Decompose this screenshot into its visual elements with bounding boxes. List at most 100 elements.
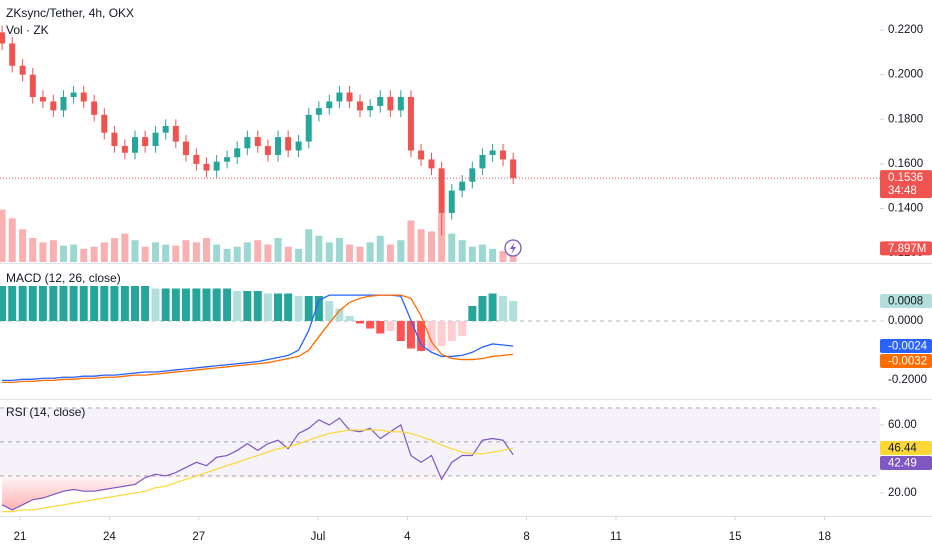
volume-bar: [284, 246, 292, 262]
histogram-bar: [458, 321, 467, 336]
histogram-bar: [90, 286, 99, 321]
histogram-bar: [345, 316, 354, 321]
candle-body: [91, 101, 98, 115]
histogram-bar: [110, 286, 119, 321]
candle-body: [193, 154, 200, 164]
histogram-bar: [417, 321, 426, 351]
volume-bar: [468, 246, 476, 262]
histogram-bar: [325, 301, 334, 321]
y-tick-label: 20.00: [888, 487, 917, 499]
volume-bar: [335, 237, 343, 262]
histogram-bar: [478, 296, 487, 321]
volume-label-bg: [880, 241, 932, 256]
histogram-bar: [294, 296, 303, 321]
histogram-bar: [366, 321, 375, 329]
candle-body: [510, 159, 517, 179]
volume-bar: [254, 240, 262, 262]
volume-bar: [315, 235, 323, 262]
histogram-bar: [406, 321, 415, 349]
candle-body: [500, 150, 507, 160]
rsi-value-label: 46.44: [888, 443, 917, 455]
candle-body: [29, 74, 36, 97]
volume-bar: [295, 248, 303, 262]
histogram-bar: [38, 286, 47, 321]
volume-bar: [121, 233, 129, 262]
histogram-bar: [304, 296, 313, 321]
volume-bar: [243, 242, 251, 262]
y-tick-label: 0.2200: [888, 24, 923, 36]
volume-bar: [8, 218, 16, 262]
histogram-bar: [212, 288, 221, 321]
volume-bar: [90, 246, 98, 262]
y-tick-label: 60.00: [888, 419, 917, 431]
icon-bolt[interactable]: [510, 242, 516, 254]
candle-body: [305, 114, 312, 142]
volume-bar: [110, 237, 118, 262]
volume-label: 7.897M: [888, 243, 926, 255]
x-tick-label: 11: [610, 531, 622, 543]
volume-bar: [39, 242, 47, 262]
candle-body: [9, 43, 16, 66]
volume-bar: [131, 240, 139, 262]
histogram-bar: [386, 321, 395, 331]
histogram-bar: [202, 288, 211, 321]
candle-body: [0, 32, 6, 44]
last-price-bg: [880, 170, 932, 199]
volume-bar: [376, 235, 384, 262]
candle-body: [111, 132, 118, 147]
candle-body: [224, 157, 231, 162]
volume-bar: [49, 240, 57, 262]
histogram-bar: [100, 286, 109, 321]
volume-bar: [182, 240, 190, 262]
histogram-bar: [509, 301, 518, 321]
volume-bar: [417, 229, 425, 262]
candle-body: [244, 137, 251, 149]
countdown-label: 34:48: [888, 185, 917, 197]
candle-body: [254, 137, 261, 147]
histogram-bar: [49, 286, 58, 321]
rsi-line: [2, 429, 514, 513]
histogram-bar: [376, 321, 385, 334]
x-tick-label: 8: [523, 531, 529, 543]
macd-title: MACD (12, 26, close): [6, 271, 121, 285]
volume-bar: [386, 244, 394, 262]
volume-bar: [356, 246, 364, 262]
line-value-label: -0.0032: [888, 356, 927, 368]
candle-body: [234, 148, 241, 158]
volume-bar: [152, 242, 160, 262]
candle-body: [50, 101, 57, 111]
candle-body: [489, 150, 496, 155]
candle-body: [315, 108, 322, 115]
candle-body: [264, 146, 271, 155]
histogram-bar: [18, 286, 27, 321]
candle-body: [418, 150, 425, 160]
histogram-bar: [253, 291, 262, 321]
histogram-bar: [233, 291, 242, 321]
volume-bar: [499, 251, 507, 262]
volume-bar: [162, 244, 170, 262]
rsi-title: RSI (14, close): [6, 405, 85, 419]
macd-line: [2, 294, 514, 381]
histogram-value-label-bg: [880, 294, 932, 308]
candle-body: [162, 125, 169, 133]
rsi-value-label-bg: [880, 455, 932, 470]
candle-body: [407, 96, 414, 151]
y-tick-label: 0.1800: [888, 113, 923, 125]
histogram-bar: [0, 286, 7, 321]
volume-bar: [59, 245, 67, 262]
candle-body: [213, 161, 220, 171]
candle-body: [336, 92, 343, 102]
candle-body: [121, 146, 128, 153]
volume-bar: [366, 242, 374, 262]
candle-body: [101, 114, 108, 133]
replay-icon[interactable]: [504, 239, 522, 257]
volume-bar: [213, 244, 221, 262]
volume-bar: [0, 209, 6, 262]
candle-body: [60, 96, 67, 111]
histogram-bar: [59, 286, 68, 321]
candle-body: [459, 181, 466, 191]
histogram-bar: [69, 286, 78, 321]
x-tick-label: 24: [103, 531, 116, 543]
volume-bar: [305, 229, 313, 262]
